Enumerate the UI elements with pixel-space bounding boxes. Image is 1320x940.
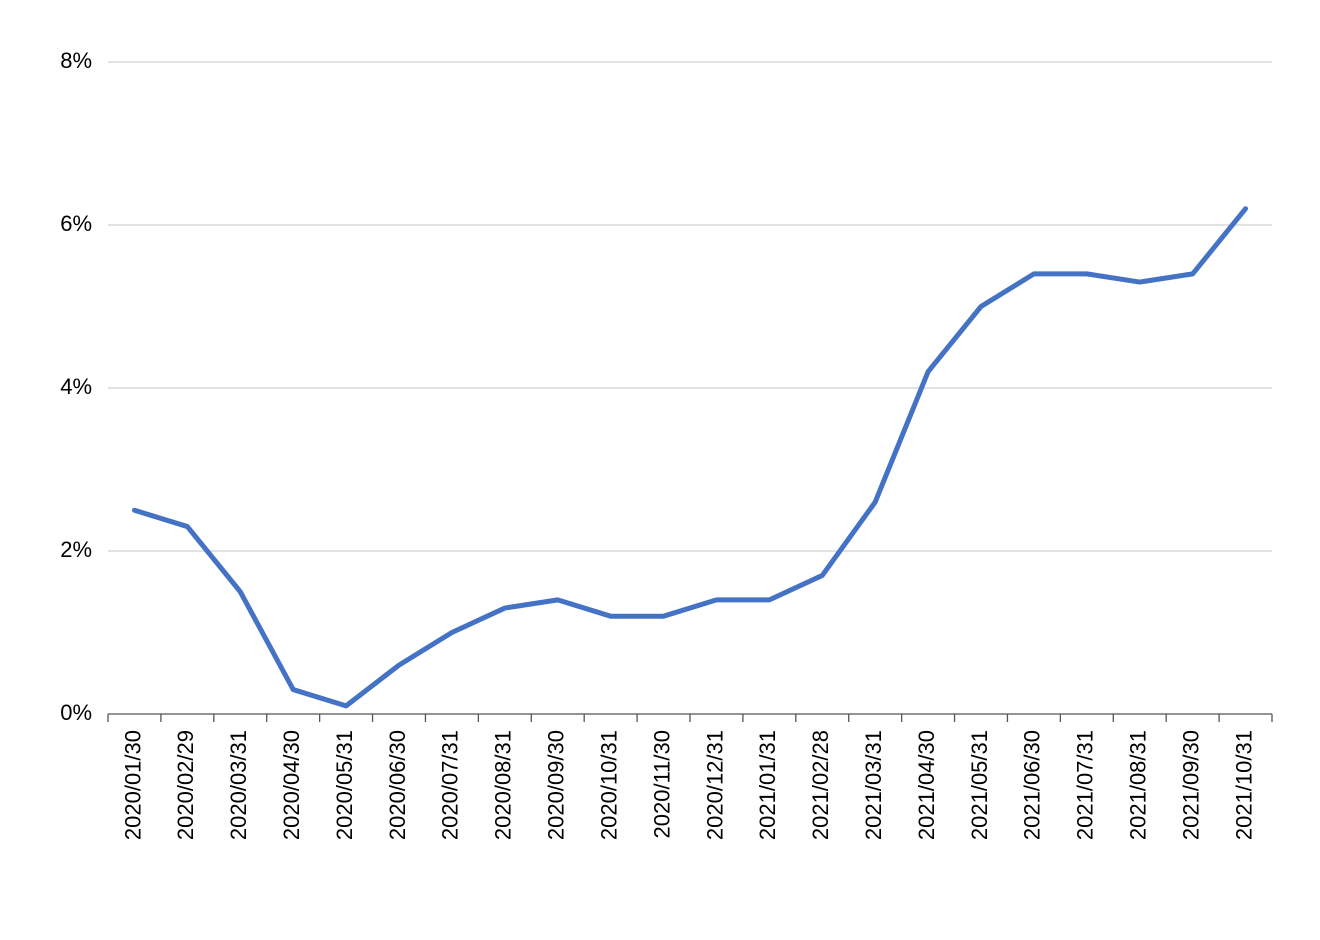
y-tick-label: 4%: [60, 374, 92, 399]
line-series: [131, 206, 1249, 709]
x-tick-label: 2021/10/31: [1231, 730, 1256, 840]
x-tick-label: 2021/06/30: [1020, 730, 1045, 840]
x-tick-label: 2020/01/30: [120, 730, 145, 840]
x-tick-label: 2020/09/30: [544, 730, 569, 840]
x-tick-label: 2020/04/30: [279, 730, 304, 840]
y-tick-label: 6%: [60, 211, 92, 236]
x-tick-label: 2020/07/31: [438, 730, 463, 840]
y-tick-label: 2%: [60, 537, 92, 562]
x-tick-label: 2020/02/29: [173, 730, 198, 840]
x-tick-label: 2021/08/31: [1126, 730, 1151, 840]
x-tick-label: 2021/09/30: [1178, 730, 1203, 840]
x-tick-label: 2021/02/28: [808, 730, 833, 840]
x-tick-label: 2020/12/31: [702, 730, 727, 840]
x-tick-label: 2020/05/31: [332, 730, 357, 840]
x-tick-label: 2021/05/31: [967, 730, 992, 840]
x-tick-label: 2020/08/31: [491, 730, 516, 840]
y-tick-label: 0%: [60, 700, 92, 725]
x-tick-label: 2021/01/31: [755, 730, 780, 840]
x-tick-label: 2021/07/31: [1073, 730, 1098, 840]
x-tick-label: 2020/03/31: [226, 730, 251, 840]
x-tick-label: 2020/06/30: [385, 730, 410, 840]
y-tick-label: 8%: [60, 48, 92, 73]
x-tick-label: 2021/04/30: [914, 730, 939, 840]
x-tick-label: 2020/11/30: [649, 730, 674, 838]
x-tick-label: 2021/03/31: [861, 730, 886, 840]
x-tick-label: 2020/10/31: [596, 730, 621, 840]
